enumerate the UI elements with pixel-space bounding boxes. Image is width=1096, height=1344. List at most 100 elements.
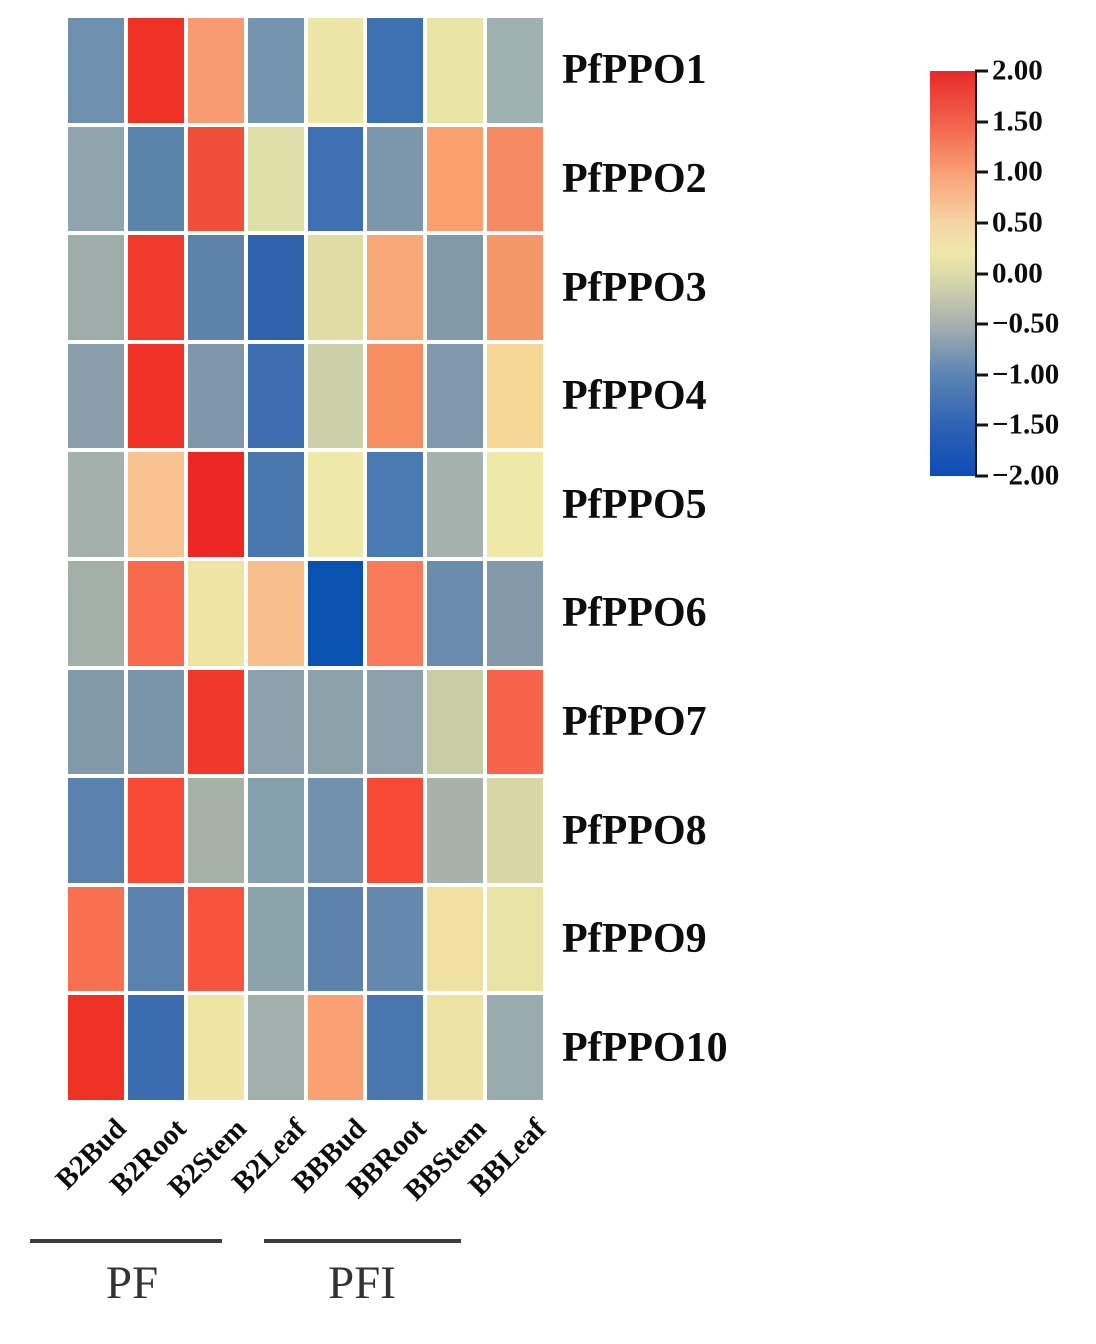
heatmap-cell-PfPPO8-BBBud — [307, 778, 364, 883]
heatmap-cell-PfPPO4-BBLeaf — [487, 343, 543, 449]
heatmap-cell-PfPPO1-B2Leaf — [247, 18, 304, 123]
heatmap-cell-PfPPO6-B2Leaf — [247, 560, 304, 666]
row-label-PfPPO8: PfPPO8 — [562, 807, 707, 854]
heatmap-cell-PfPPO9-B2Bud — [68, 886, 124, 992]
heatmap-cell-PfPPO7-B2Root — [127, 669, 184, 775]
colorbar-label-2.00: 2.00 — [992, 54, 1043, 87]
colorbar-tick-−1.50 — [975, 423, 988, 427]
heatmap-cell-PfPPO1-B2Root — [127, 18, 184, 123]
heatmap-cell-PfPPO1-BBBud — [307, 18, 364, 123]
heatmap-cell-PfPPO3-BBStem — [427, 235, 484, 340]
heatmap-cell-PfPPO4-B2Bud — [68, 343, 124, 449]
heatmap-cell-PfPPO3-BBBud — [307, 235, 364, 340]
heatmap-cell-PfPPO5-BBStem — [427, 452, 484, 557]
heatmap-cell-PfPPO7-BBStem — [427, 669, 484, 775]
colorbar-tick-−2.00 — [975, 474, 988, 478]
colorbar-tick-−0.50 — [975, 322, 988, 326]
heatmap-cell-PfPPO1-BBRoot — [367, 18, 424, 123]
heatmap-cell-PfPPO7-BBBud — [307, 669, 364, 775]
heatmap-cell-PfPPO8-BBRoot — [367, 778, 424, 883]
row-label-PfPPO7: PfPPO7 — [562, 698, 707, 745]
heatmap-cell-PfPPO9-B2Root — [127, 886, 184, 992]
row-label-PfPPO1: PfPPO1 — [562, 47, 707, 94]
heatmap-cell-PfPPO3-B2Stem — [187, 235, 244, 340]
heatmap-cell-PfPPO7-B2Stem — [187, 669, 244, 775]
heatmap-cell-PfPPO5-BBLeaf — [487, 452, 543, 557]
heatmap-cell-PfPPO9-B2Leaf — [247, 886, 304, 992]
colorbar-tick-1.50 — [975, 120, 988, 124]
heatmap-cell-PfPPO9-BBBud — [307, 886, 364, 992]
heatmap-cell-PfPPO3-B2Root — [127, 235, 184, 340]
heatmap-cell-PfPPO7-BBRoot — [367, 669, 424, 775]
colorbar-label-1.00: 1.00 — [992, 155, 1043, 188]
group-underline-pfi — [264, 1239, 461, 1243]
heatmap-cell-PfPPO1-BBLeaf — [487, 18, 543, 123]
heatmap-cell-PfPPO4-BBRoot — [367, 343, 424, 449]
heatmap-cell-PfPPO2-BBLeaf — [487, 126, 543, 232]
heatmap-cell-PfPPO2-BBBud — [307, 126, 364, 232]
heatmap-cell-PfPPO2-B2Stem — [187, 126, 244, 232]
heatmap-cell-PfPPO5-BBRoot — [367, 452, 424, 557]
heatmap-cell-PfPPO1-B2Stem — [187, 18, 244, 123]
heatmap-cell-PfPPO2-B2Root — [127, 126, 184, 232]
colorbar-label-−1.50: −1.50 — [992, 408, 1060, 441]
colorbar-tick-−1.00 — [975, 373, 988, 377]
heatmap-cell-PfPPO10-BBLeaf — [487, 995, 543, 1100]
heatmap-cell-PfPPO4-BBBud — [307, 343, 364, 449]
colorbar-label-−0.50: −0.50 — [992, 307, 1060, 340]
heatmap-cell-PfPPO5-B2Root — [127, 452, 184, 557]
row-label-PfPPO6: PfPPO6 — [562, 590, 707, 637]
heatmap-cell-PfPPO2-BBRoot — [367, 126, 424, 232]
heatmap-cell-PfPPO2-B2Bud — [68, 126, 124, 232]
heatmap-cell-PfPPO3-BBRoot — [367, 235, 424, 340]
heatmap-cell-PfPPO5-BBBud — [307, 452, 364, 557]
heatmap-cell-PfPPO10-BBRoot — [367, 995, 424, 1100]
heatmap-cell-PfPPO7-B2Bud — [68, 669, 124, 775]
heatmap-cell-PfPPO6-BBRoot — [367, 560, 424, 666]
heatmap-cell-PfPPO4-BBStem — [427, 343, 484, 449]
heatmap-cell-PfPPO8-B2Leaf — [247, 778, 304, 883]
colorbar-gradient — [930, 71, 977, 476]
heatmap-cell-PfPPO9-B2Stem — [187, 886, 244, 992]
colorbar-label-0.50: 0.50 — [992, 206, 1043, 239]
heatmap-cell-PfPPO6-BBBud — [307, 560, 364, 666]
heatmap-cell-PfPPO6-B2Root — [127, 560, 184, 666]
heatmap-cell-PfPPO9-BBLeaf — [487, 886, 543, 992]
row-label-PfPPO2: PfPPO2 — [562, 155, 707, 202]
group-label-pf: PF — [105, 1257, 159, 1309]
heatmap-cell-PfPPO9-BBStem — [427, 886, 484, 992]
heatmap-cell-PfPPO4-B2Root — [127, 343, 184, 449]
row-label-PfPPO5: PfPPO5 — [562, 481, 707, 528]
heatmap-cell-PfPPO2-BBStem — [427, 126, 484, 232]
colorbar-label-1.50: 1.50 — [992, 105, 1043, 138]
heatmap-cell-PfPPO10-BBStem — [427, 995, 484, 1100]
heatmap-cell-PfPPO3-B2Bud — [68, 235, 124, 340]
heatmap-cell-PfPPO1-BBStem — [427, 18, 484, 123]
group-underline-pf — [30, 1239, 222, 1243]
heatmap-cell-PfPPO7-B2Leaf — [247, 669, 304, 775]
row-label-PfPPO9: PfPPO9 — [562, 916, 707, 963]
heatmap-cell-PfPPO7-BBLeaf — [487, 669, 543, 775]
heatmap-cell-PfPPO5-B2Bud — [68, 452, 124, 557]
heatmap-cell-PfPPO10-B2Stem — [187, 995, 244, 1100]
heatmap-cell-PfPPO6-BBStem — [427, 560, 484, 666]
colorbar-label-0.00: 0.00 — [992, 257, 1043, 289]
heatmap-grid — [68, 18, 543, 1100]
heatmap-cell-PfPPO8-B2Stem — [187, 778, 244, 883]
colorbar-tick-2.00 — [975, 69, 988, 73]
heatmap-cell-PfPPO2-B2Leaf — [247, 126, 304, 232]
row-label-PfPPO3: PfPPO3 — [562, 264, 707, 311]
row-label-PfPPO4: PfPPO4 — [562, 373, 707, 420]
colorbar-label-−2.00: −2.00 — [992, 459, 1060, 492]
heatmap-cell-PfPPO6-B2Stem — [187, 560, 244, 666]
colorbar-label-−1.00: −1.00 — [992, 358, 1060, 391]
heatmap-cell-PfPPO8-B2Root — [127, 778, 184, 883]
heatmap-cell-PfPPO5-B2Stem — [187, 452, 244, 557]
heatmap-cell-PfPPO10-BBBud — [307, 995, 364, 1100]
heatmap-cell-PfPPO8-BBLeaf — [487, 778, 543, 883]
colorbar-tick-0.00 — [975, 272, 988, 275]
heatmap-cell-PfPPO10-B2Leaf — [247, 995, 304, 1100]
heatmap-cell-PfPPO4-B2Stem — [187, 343, 244, 449]
colorbar-tick-0.50 — [975, 221, 988, 225]
